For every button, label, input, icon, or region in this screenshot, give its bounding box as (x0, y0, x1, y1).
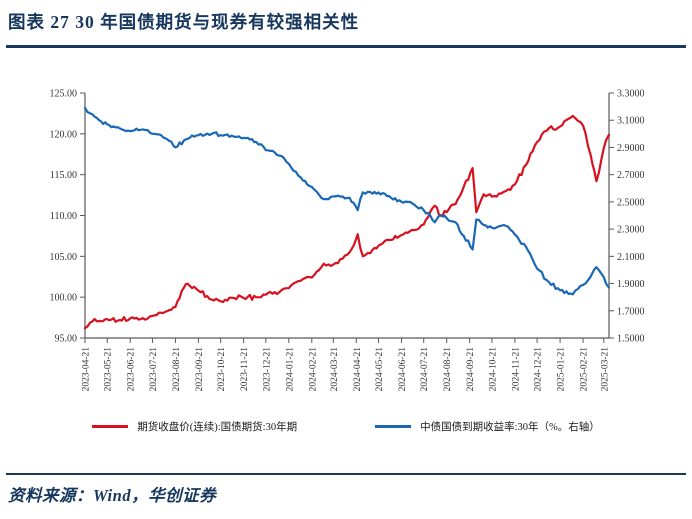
x-tick-label: 2024-09-21 (466, 347, 476, 392)
legend-label-futures: 期货收盘价(连续):国债期货:30年期 (137, 422, 298, 433)
right-tick-label: 2.3000 (617, 225, 645, 236)
x-tick-label: 2024-04-21 (353, 347, 363, 392)
left-tick-label: 105.00 (50, 252, 78, 263)
right-tick-label: 2.1000 (617, 252, 645, 263)
futures-line-swatch (92, 425, 129, 428)
left-tick-label: 95.00 (55, 334, 78, 345)
x-tick-label: 2023-04-21 (82, 347, 92, 392)
yield-line-swatch (375, 425, 412, 428)
legend-item-yield: 中债国债到期收益率:30年（%。右轴） (375, 419, 600, 434)
right-tick-label: 3.1000 (617, 116, 645, 127)
x-tick-label: 2024-01-21 (285, 347, 295, 392)
left-tick-label: 100.00 (50, 293, 78, 304)
x-tick-label: 2024-02-21 (308, 347, 318, 392)
x-tick-label: 2024-05-21 (375, 347, 385, 392)
left-tick-label: 110.00 (50, 211, 77, 222)
x-tick-label: 2024-03-21 (330, 347, 340, 392)
x-tick-label: 2023-07-21 (149, 347, 159, 392)
series-line-yield (83, 106, 611, 296)
footer-divider-rule (6, 473, 686, 475)
left-tick-label: 115.00 (50, 170, 77, 181)
x-tick-label: 2024-06-21 (398, 347, 408, 392)
chart-legend: 期货收盘价(连续):国债期货:30年期 中债国债到期收益率:30年（%。右轴） (0, 419, 692, 434)
x-tick-label: 2025-01-21 (557, 347, 567, 392)
title-divider-rule (6, 45, 686, 48)
page-title: 图表 27 30 年国债期货与现券有较强相关性 (8, 12, 360, 32)
x-tick-label: 2025-02-21 (580, 347, 590, 392)
x-tick-label: 2024-08-21 (443, 347, 453, 392)
x-tick-label: 2023-06-21 (127, 347, 137, 392)
x-tick-label: 2023-11-21 (240, 347, 250, 391)
x-tick-label: 2023-05-21 (104, 347, 114, 392)
x-tick-label: 2023-10-21 (217, 347, 227, 392)
left-tick-label: 125.00 (50, 89, 78, 100)
right-tick-label: 3.3000 (617, 89, 645, 100)
x-tick-label: 2024-07-21 (420, 347, 430, 392)
x-tick-label: 2024-11-21 (511, 347, 521, 391)
right-tick-label: 1.5000 (617, 334, 645, 345)
correlation-line-chart: 125.00 120.00 115.00 110.00 105.00 100.00 95.0… (50, 89, 645, 392)
x-tick-label: 2023-12-21 (262, 347, 272, 392)
x-tick-label: 2024-12-21 (534, 347, 544, 392)
right-tick-label: 2.9000 (617, 143, 645, 154)
legend-label-yield: 中债国债到期收益率:30年（%。右轴） (420, 422, 600, 433)
right-tick-label: 1.7000 (617, 306, 645, 317)
left-tick-label: 120.00 (50, 129, 78, 140)
x-tick-label: 2023-09-21 (195, 347, 205, 392)
x-tick-label: 2025-03-21 (600, 347, 610, 392)
x-tick-label: 2023-08-21 (172, 347, 182, 392)
series-line-futures (83, 114, 611, 330)
right-tick-label: 1.9000 (617, 279, 645, 290)
right-tick-label: 2.7000 (617, 170, 645, 181)
right-tick-label: 2.5000 (617, 197, 645, 208)
legend-item-futures: 期货收盘价(连续):国债期货:30年期 (92, 419, 297, 434)
x-tick-label: 2024-10-21 (488, 347, 498, 392)
source-note: 资料来源：Wind，华创证券 (8, 486, 217, 505)
